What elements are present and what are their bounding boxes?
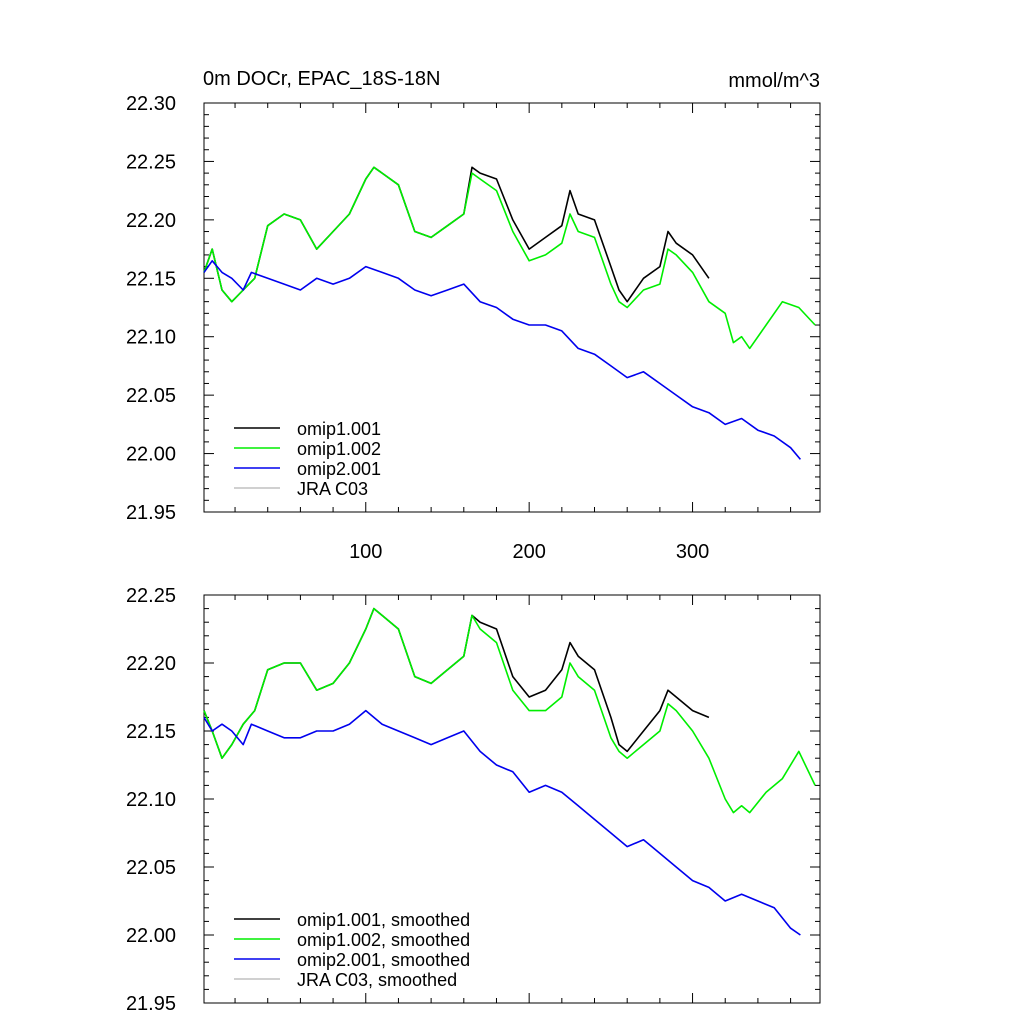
legend-label: JRA C03 (297, 479, 368, 499)
y-tick-label: 22.00 (126, 925, 176, 947)
legend-label: JRA C03, smoothed (297, 970, 457, 990)
x-tick-label: 200 (512, 541, 545, 563)
y-tick-label: 22.15 (126, 721, 176, 743)
panel-1: 22.30 22.25 22.20 22.15 22.10 22.05 22.00 21.95… (126, 93, 820, 563)
y-tick-label: 21.95 (126, 502, 176, 524)
y-tick-label: 22.05 (126, 857, 176, 879)
legend-label: omip2.001 (297, 459, 381, 479)
y-tick-label: 22.25 (126, 585, 176, 607)
series-line-2 (204, 167, 815, 348)
y-tick-label: 22.10 (126, 789, 176, 811)
y-tick-label: 22.20 (126, 653, 176, 675)
y-tick-label: 22.20 (126, 210, 176, 232)
figure-canvas: 22.30 22.25 22.20 22.15 22.10 22.05 22.00 21.95… (0, 0, 1024, 1024)
y-tick-label: 22.10 (126, 327, 176, 349)
series-line-2 (204, 609, 815, 813)
y-tick-label: 22.05 (126, 385, 176, 407)
x-tick-label: 100 (349, 541, 382, 563)
y-tick-label: 22.25 (126, 151, 176, 173)
x-tick-label: 300 (676, 541, 709, 563)
y-tick-label: 22.00 (126, 444, 176, 466)
legend-label: omip2.001, smoothed (297, 950, 470, 970)
y-tick-label: 21.95 (126, 993, 176, 1015)
legend-label: omip1.001 (297, 419, 381, 439)
legend-label: omip1.002, smoothed (297, 930, 470, 950)
series-line-3 (204, 711, 800, 935)
series-line-3 (204, 261, 800, 460)
y-tick-label: 22.30 (126, 93, 176, 115)
series-line-1 (204, 167, 709, 301)
y-tick-label: 22.15 (126, 268, 176, 290)
panel-2: 22.25 22.20 22.15 22.10 22.05 22.00 21.95 omip1… (126, 585, 820, 1015)
legend-label: omip1.001, smoothed (297, 910, 470, 930)
legend-label: omip1.002 (297, 439, 381, 459)
